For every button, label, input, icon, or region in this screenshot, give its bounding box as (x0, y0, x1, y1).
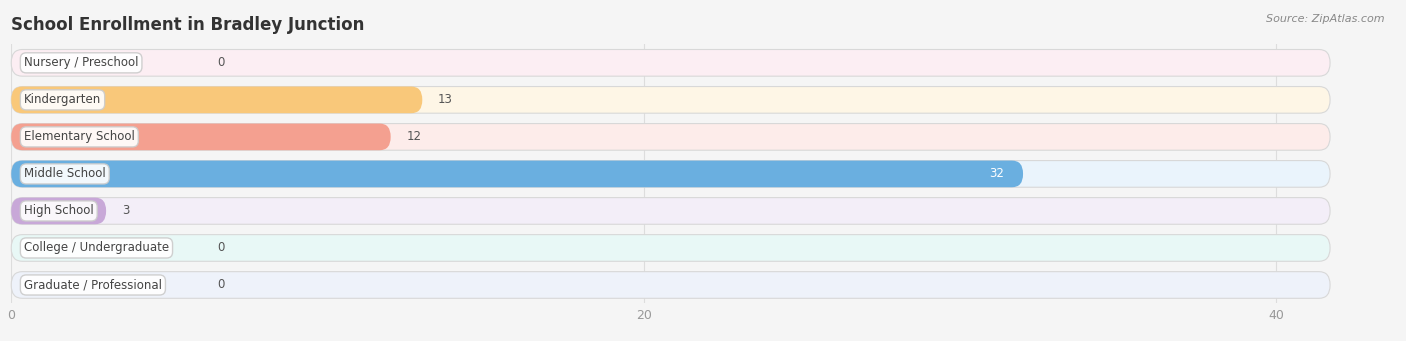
FancyBboxPatch shape (11, 87, 422, 113)
Text: Source: ZipAtlas.com: Source: ZipAtlas.com (1267, 14, 1385, 24)
Text: 0: 0 (217, 56, 224, 69)
FancyBboxPatch shape (11, 161, 1024, 187)
Text: 0: 0 (217, 241, 224, 254)
FancyBboxPatch shape (11, 161, 1330, 187)
Text: Middle School: Middle School (24, 167, 105, 180)
FancyBboxPatch shape (11, 123, 391, 150)
Text: Kindergarten: Kindergarten (24, 93, 101, 106)
Text: Graduate / Professional: Graduate / Professional (24, 279, 162, 292)
FancyBboxPatch shape (11, 235, 1330, 261)
FancyBboxPatch shape (11, 197, 105, 224)
FancyBboxPatch shape (11, 197, 1330, 224)
FancyBboxPatch shape (11, 272, 1330, 298)
Text: 3: 3 (122, 205, 129, 218)
Text: 0: 0 (217, 279, 224, 292)
FancyBboxPatch shape (11, 49, 1330, 76)
Text: Elementary School: Elementary School (24, 130, 135, 143)
Text: School Enrollment in Bradley Junction: School Enrollment in Bradley Junction (11, 16, 364, 34)
FancyBboxPatch shape (11, 87, 1330, 113)
Text: High School: High School (24, 205, 94, 218)
FancyBboxPatch shape (11, 123, 1330, 150)
Text: College / Undergraduate: College / Undergraduate (24, 241, 169, 254)
Text: 13: 13 (439, 93, 453, 106)
Text: 32: 32 (990, 167, 1004, 180)
Text: Nursery / Preschool: Nursery / Preschool (24, 56, 138, 69)
Text: 12: 12 (406, 130, 422, 143)
